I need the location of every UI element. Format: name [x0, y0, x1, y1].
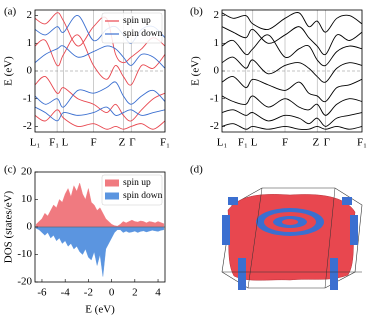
- sheet-blue: [342, 197, 352, 205]
- band-line: [222, 109, 362, 127]
- band-line: [35, 106, 165, 122]
- sheet-blue: [350, 215, 358, 245]
- x-tick-label: Z: [312, 137, 319, 149]
- band-line: [222, 26, 362, 56]
- legend-label: spin up: [123, 16, 151, 26]
- band-line: [35, 75, 165, 122]
- x-tick-label: Γ: [324, 137, 330, 149]
- y-tick-label: 10: [21, 193, 33, 205]
- y-tick-label: 20: [21, 166, 33, 178]
- x-tick-label: 0: [109, 287, 115, 299]
- band-line: [222, 95, 362, 116]
- x-tick-label: F: [90, 137, 96, 149]
- panel-label: (d): [190, 164, 203, 176]
- y-tick-label: 1: [214, 37, 220, 49]
- y-tick-label: 2: [214, 9, 220, 21]
- x-tick-label: -2: [84, 287, 93, 299]
- y-tick-label: -1: [23, 92, 32, 104]
- x-tick-label: F₁: [357, 137, 367, 149]
- x-tick-label: L: [62, 137, 69, 149]
- band-line: [35, 109, 165, 130]
- dos-area: [35, 226, 165, 277]
- y-axis-label: E (eV): [3, 56, 15, 86]
- sheet-blue: [222, 215, 230, 245]
- plot-frame: [34, 9, 166, 133]
- x-tick-label: Z: [119, 137, 126, 149]
- band-line: [35, 34, 165, 86]
- sheet-blue: [238, 258, 246, 290]
- band-line: [35, 81, 165, 108]
- y-tick-label: -2: [23, 120, 32, 132]
- dos-area: [35, 182, 165, 228]
- x-tick-label: L₁: [30, 137, 41, 149]
- x-tick-label: -6: [37, 287, 47, 299]
- sheet-blue: [330, 258, 338, 290]
- band-line: [222, 12, 362, 33]
- y-tick-label: 2: [27, 9, 33, 21]
- y-tick-label: 0: [214, 65, 220, 77]
- x-axis-label: E (eV): [85, 304, 115, 316]
- panel-label: (a): [4, 6, 17, 18]
- legend-label: spin down: [123, 29, 163, 39]
- x-tick-label: 4: [155, 287, 161, 299]
- x-tick-label: F₁: [49, 137, 59, 149]
- sheet-blue: [228, 197, 238, 205]
- y-tick-label: 1: [27, 37, 33, 49]
- x-tick-label: F₁: [160, 137, 170, 149]
- legend-label: spin down: [123, 191, 163, 201]
- legend-label: spin up: [123, 178, 151, 188]
- y-axis-label: DOS (states/eV): [3, 190, 15, 263]
- sheet-red: [282, 219, 298, 225]
- bands: [222, 12, 362, 131]
- x-tick-label: L₁: [217, 137, 228, 149]
- x-tick-label: 2: [132, 287, 138, 299]
- x-tick-label: Γ: [129, 137, 135, 149]
- plot-frame: [34, 171, 166, 283]
- x-tick-label: F₁: [238, 137, 248, 149]
- legend-swatch: [105, 179, 119, 187]
- band-line: [222, 76, 362, 103]
- zone-edge: [222, 187, 362, 289]
- y-tick-label: 0: [27, 65, 33, 77]
- x-tick-label: F: [282, 137, 288, 149]
- band-line: [35, 45, 165, 69]
- y-tick-label: -2: [210, 120, 219, 132]
- x-tick-label: L: [251, 137, 258, 149]
- fermi-surface: [221, 187, 363, 290]
- band-line: [222, 56, 362, 83]
- legend-swatch: [105, 192, 119, 200]
- y-tick-label: -10: [17, 248, 32, 260]
- x-tick-label: -4: [61, 287, 71, 299]
- y-tick-label: -1: [210, 92, 219, 104]
- dos-areas: [35, 182, 165, 277]
- panel-label: (b): [190, 6, 203, 18]
- band-line: [222, 123, 362, 131]
- band-line: [222, 34, 362, 67]
- panel-label: (c): [4, 164, 17, 176]
- y-tick-label: -20: [17, 276, 32, 288]
- plot-frame: [221, 9, 363, 133]
- y-tick-label: 0: [27, 221, 33, 233]
- y-axis-label: E (eV): [190, 56, 202, 86]
